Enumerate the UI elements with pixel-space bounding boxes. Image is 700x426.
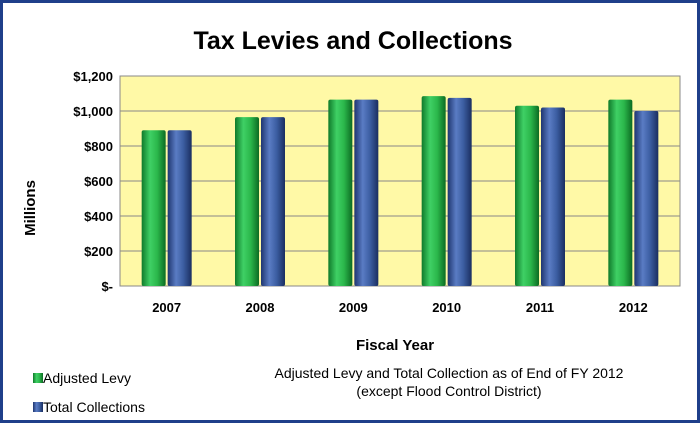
y-tick-label: $600 [84, 174, 113, 189]
bar-total-collections-2007 [167, 130, 192, 286]
chart-note-line-2: (except Flood Control District) [356, 383, 541, 399]
x-axis-label: Fiscal Year [356, 337, 434, 354]
bar-adjusted-levy-2007 [141, 130, 166, 286]
legend-label-total-collections: Total Collections [43, 399, 145, 415]
bar-adjusted-levy-2012 [608, 99, 633, 286]
x-tick-label: 2010 [432, 300, 461, 315]
y-tick-label: $- [101, 279, 113, 294]
bar-total-collections-2012 [634, 111, 659, 286]
bar-adjusted-levy-2009 [328, 99, 353, 286]
legend-swatch-adjusted-levy [33, 373, 43, 383]
y-tick-label: $1,200 [73, 69, 113, 84]
x-tick-label: 2007 [152, 300, 181, 315]
y-tick-label: $1,000 [73, 104, 113, 119]
y-tick-label: $400 [84, 209, 113, 224]
chart-note-line-1: Adjusted Levy and Total Collection as of… [275, 365, 624, 381]
y-tick-label: $800 [84, 139, 113, 154]
x-tick-label: 2011 [526, 300, 554, 315]
chart: Tax Levies and Collections $- $200 $400 $60… [22, 27, 681, 415]
bars [141, 96, 659, 286]
legend-label-adjusted-levy: Adjusted Levy [43, 370, 131, 386]
bar-adjusted-levy-2008 [235, 117, 259, 286]
y-axis-label: Millions [22, 180, 39, 236]
legend: Adjusted Levy Total Collections [33, 370, 145, 415]
chart-title: Tax Levies and Collections [193, 27, 512, 55]
bar-total-collections-2009 [354, 99, 379, 286]
bar-adjusted-levy-2011 [515, 105, 539, 286]
gridlines [120, 110, 680, 252]
bar-total-collections-2008 [261, 117, 285, 286]
bar-total-collections-2010 [447, 97, 472, 286]
legend-swatch-total-collections [33, 402, 43, 412]
y-tick-labels: $- $200 $400 $600 $800 $1,000 $1,200 [73, 69, 113, 294]
x-tick-label: 2008 [246, 300, 275, 315]
bar-adjusted-levy-2010 [421, 96, 446, 286]
bar-total-collections-2011 [541, 107, 565, 286]
x-tick-label: 2012 [619, 300, 648, 315]
x-tick-labels: 2007 2008 2009 2010 2011 2012 [152, 300, 648, 315]
x-tick-label: 2009 [339, 300, 368, 315]
y-tick-label: $200 [84, 244, 113, 259]
